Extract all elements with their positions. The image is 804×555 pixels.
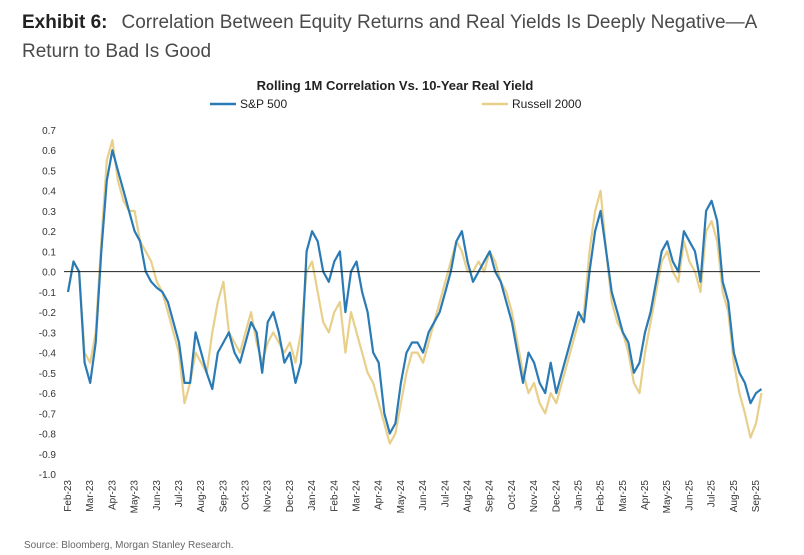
x-tick-label: Dec-24 [551, 480, 562, 513]
source-note: Source: Bloomberg, Morgan Stanley Resear… [24, 540, 234, 551]
y-tick-label: 0.0 [42, 268, 56, 279]
legend-label: Russell 2000 [512, 97, 582, 111]
x-tick-label: Feb-24 [329, 480, 340, 512]
x-tick-label: May-25 [662, 480, 673, 514]
exhibit-title: Correlation Between Equity Returns and R… [22, 12, 757, 62]
x-tick-label: Mar-23 [85, 480, 96, 512]
x-tick-label: Oct-23 [241, 480, 252, 510]
x-tick-label: Apr-25 [640, 480, 651, 510]
x-tick-label: Aug-23 [196, 480, 207, 513]
x-tick-label: Mar-25 [618, 480, 629, 512]
x-tick-label: Sep-23 [218, 480, 229, 513]
x-tick-label: Apr-24 [374, 480, 385, 510]
y-tick-label: 0.3 [42, 207, 56, 218]
x-tick-label: Aug-25 [729, 480, 740, 513]
y-tick-label: -0.5 [39, 369, 57, 380]
y-tick-label: -0.2 [39, 308, 57, 319]
chart-title: Rolling 1M Correlation Vs. 10-Year Real … [257, 78, 534, 93]
exhibit-heading: Exhibit 6: Correlation Between Equity Ret… [22, 8, 792, 66]
y-tick-label: -0.4 [39, 349, 57, 360]
x-tick-label: Sep-24 [485, 480, 496, 513]
y-tick-label: 0.1 [42, 247, 56, 258]
y-tick-label: 0.4 [42, 187, 56, 198]
x-tick-label: Oct-24 [507, 480, 518, 510]
x-tick-label: Nov-23 [263, 480, 274, 513]
y-tick-label: -0.3 [39, 328, 57, 339]
y-tick-label: -1.0 [39, 470, 57, 481]
y-tick-label: -0.7 [39, 409, 57, 420]
x-tick-label: Sep-25 [751, 480, 762, 513]
y-axis: 0.7 0.6 0.5 0.4 0.3 0.2 0.1 0.0 -0.1 -0.2 -0.3 -0.4… [39, 126, 57, 481]
x-tick-label: Mar-24 [352, 480, 363, 512]
legend: S&P 500 Russell 2000 [210, 97, 582, 111]
x-tick-label: May-23 [130, 480, 141, 514]
y-tick-label: 0.7 [42, 126, 56, 137]
y-tick-label: -0.8 [39, 430, 57, 441]
plot-area [66, 139, 763, 445]
y-tick-label: -0.1 [39, 288, 57, 299]
x-axis: Feb-23 Mar-23 Apr-23 May-23 Jun-23 Jul-23 Aug-… [63, 480, 762, 514]
x-tick-label: Jul-25 [707, 480, 718, 508]
x-tick-label: May-24 [396, 480, 407, 514]
x-tick-label: Nov-24 [529, 480, 540, 513]
x-tick-label: Feb-25 [596, 480, 607, 512]
x-tick-label: Jan-25 [573, 480, 584, 511]
y-tick-label: 0.2 [42, 227, 56, 238]
exhibit-label: Exhibit 6: [22, 12, 108, 33]
y-tick-label: -0.6 [39, 389, 57, 400]
x-tick-label: Jun-25 [684, 480, 695, 511]
y-tick-label: -0.9 [39, 450, 57, 461]
x-tick-label: Dec-23 [285, 480, 296, 513]
y-tick-label: 0.5 [42, 166, 56, 177]
x-tick-label: Jan-24 [307, 480, 318, 511]
x-tick-label: Apr-23 [107, 480, 118, 510]
x-tick-label: Jun-23 [152, 480, 163, 511]
series-line-russell-2000 [66, 139, 763, 445]
x-tick-label: Jul-24 [440, 480, 451, 508]
legend-label: S&P 500 [240, 97, 287, 111]
series-line-s-p-500 [66, 149, 763, 435]
x-tick-label: Feb-23 [63, 480, 74, 512]
x-tick-label: Aug-24 [462, 480, 473, 513]
x-tick-label: Jul-23 [174, 480, 185, 508]
y-tick-label: 0.6 [42, 146, 56, 157]
x-tick-label: Jun-24 [418, 480, 429, 511]
